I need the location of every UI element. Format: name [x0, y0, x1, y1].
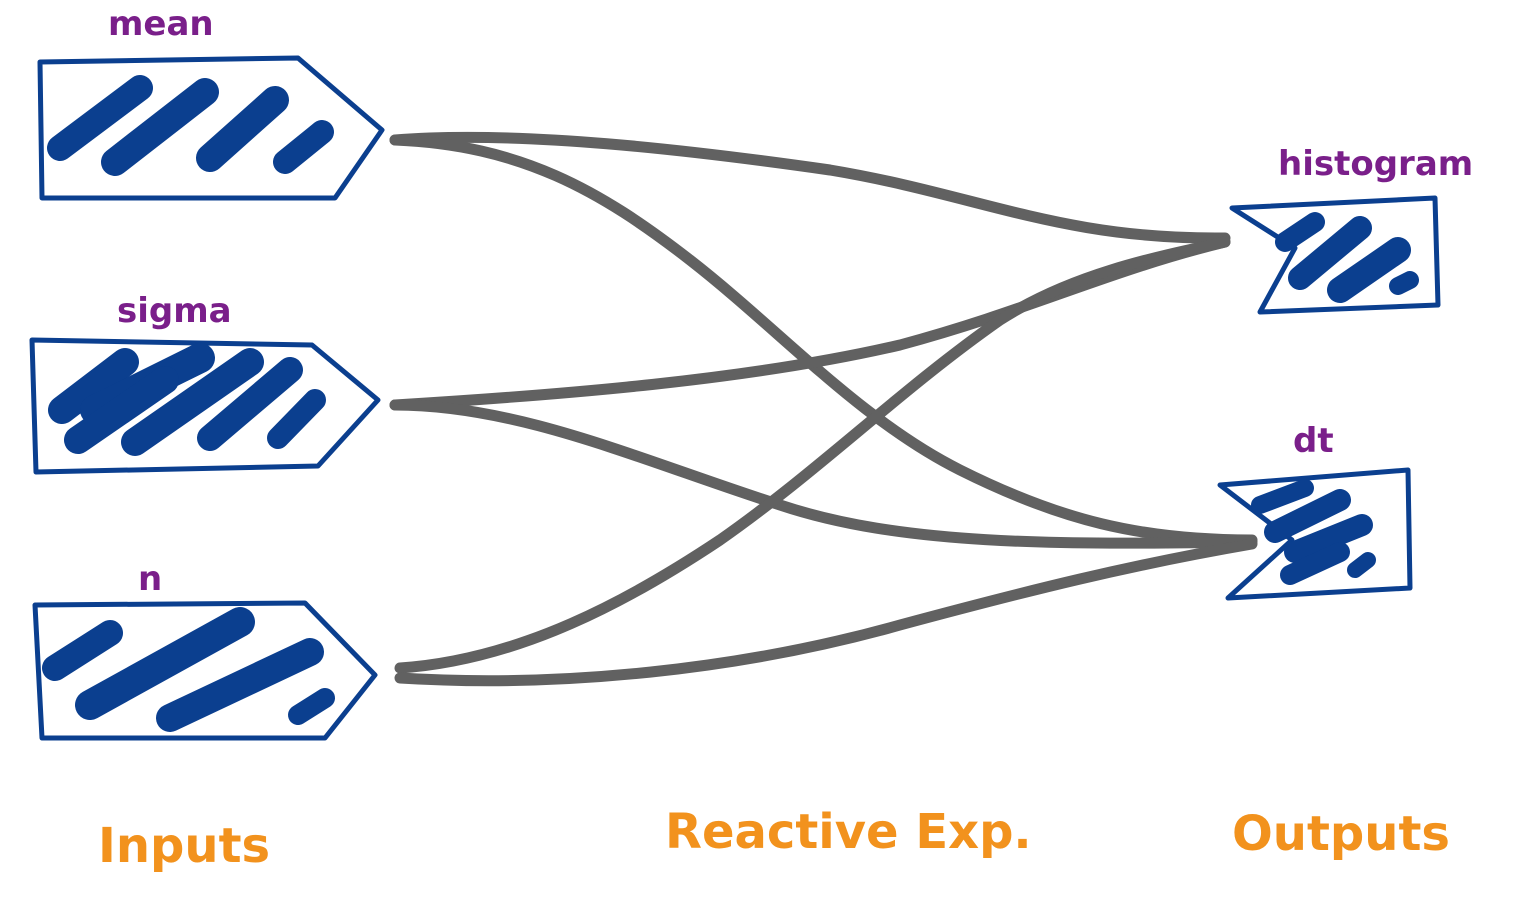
input-node-sigma: sigma [29, 291, 381, 475]
input-node-n: n [32, 559, 378, 741]
input-box-sigma [29, 337, 381, 475]
edge-sigma-dt [389, 399, 1258, 549]
output-hatching-dt [1251, 479, 1376, 585]
edge-mean-dt [389, 134, 1258, 546]
column-label-inputs: Inputs [98, 818, 270, 874]
input-label-sigma: sigma [117, 291, 232, 331]
input-label-n: n [138, 559, 162, 599]
edge-n-dt [394, 538, 1258, 687]
edge-mean-histogram [389, 131, 1231, 244]
column-labels: Inputs Reactive Exp. Outputs [98, 804, 1450, 874]
input-box-mean [37, 55, 385, 201]
input-node-mean: mean [37, 4, 385, 201]
input-box-n [32, 600, 378, 741]
edge-sigma-histogram [389, 236, 1231, 411]
input-hatching-n [42, 607, 335, 732]
output-node-histogram: histogram [1229, 144, 1473, 315]
edges [389, 131, 1258, 687]
output-label-histogram: histogram [1278, 144, 1473, 184]
input-hatching-sigma [48, 343, 326, 456]
input-hatching-mean [47, 75, 334, 176]
output-node-dt: dt [1217, 421, 1413, 601]
column-label-outputs: Outputs [1232, 806, 1450, 862]
output-hatching-histogram [1275, 212, 1419, 303]
input-label-mean: mean [108, 4, 214, 44]
edge-n-histogram [394, 236, 1231, 674]
output-label-dt: dt [1293, 421, 1334, 461]
column-label-reactive: Reactive Exp. [665, 804, 1032, 860]
